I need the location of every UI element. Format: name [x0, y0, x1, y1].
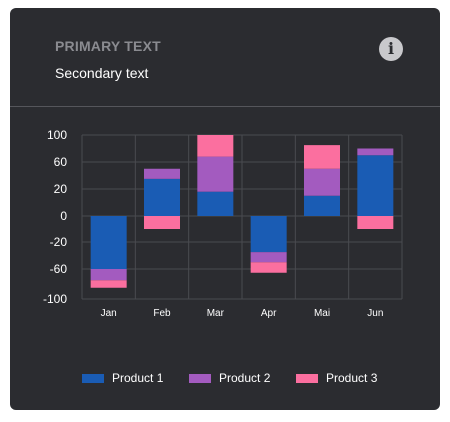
bar-segment[interactable]: [357, 155, 394, 216]
stacked-bar-chart: 100 60 20 0 -20 -60 -100 Jan Feb Mar Apr Mai Jun Pr…: [43, 128, 403, 385]
info-icon[interactable]: i: [379, 37, 403, 61]
bar-segment[interactable]: [304, 195, 340, 216]
bar-segment[interactable]: [197, 156, 234, 192]
legend-label: Product 3: [326, 371, 378, 385]
bar-segment[interactable]: [250, 262, 287, 273]
bar-segment[interactable]: [304, 168, 340, 196]
x-tick-label: Jun: [367, 308, 383, 319]
y-tick-label: 20: [54, 182, 68, 196]
y-tick-label: 100: [47, 128, 67, 142]
bar-segment[interactable]: [90, 280, 127, 288]
bar-segment[interactable]: [357, 216, 394, 229]
card-title: PRIMARY TEXT: [55, 38, 161, 54]
bar-segment[interactable]: [357, 148, 394, 156]
x-tick-label: Mar: [207, 308, 225, 319]
bar-segment[interactable]: [250, 252, 287, 263]
bar-segment[interactable]: [250, 216, 287, 253]
bar-segment[interactable]: [144, 178, 180, 216]
legend-swatch: [82, 374, 104, 383]
y-tick-label: -60: [50, 262, 68, 276]
bar-segment[interactable]: [90, 216, 127, 269]
x-tick-label: Apr: [261, 308, 277, 319]
card-header: PRIMARY TEXT Secondary text i: [10, 8, 440, 107]
legend-swatch: [189, 374, 211, 383]
bar-segment[interactable]: [197, 191, 234, 216]
legend-item[interactable]: Product 2: [189, 371, 271, 385]
y-tick-label: 60: [54, 155, 68, 169]
bar-segment[interactable]: [144, 216, 180, 229]
legend-swatch: [296, 374, 318, 383]
chart-card: PRIMARY TEXT Secondary text i 100 60 20 0 -2…: [10, 8, 440, 410]
y-tick-label: 0: [60, 209, 67, 223]
bar-segment[interactable]: [197, 135, 234, 157]
bar-segment[interactable]: [144, 168, 180, 179]
legend-label: Product 1: [112, 371, 164, 385]
legend-item[interactable]: Product 3: [296, 371, 378, 385]
y-tick-label: -100: [43, 292, 67, 306]
card-subtitle: Secondary text: [55, 65, 149, 81]
y-tick-label: -20: [50, 235, 68, 249]
legend-item[interactable]: Product 1: [82, 371, 164, 385]
bar-segment[interactable]: [90, 269, 127, 281]
x-tick-label: Jan: [101, 308, 117, 319]
legend-label: Product 2: [219, 371, 271, 385]
x-tick-label: Mai: [314, 308, 330, 319]
x-tick-label: Feb: [153, 308, 171, 319]
bar-segment[interactable]: [304, 145, 340, 169]
